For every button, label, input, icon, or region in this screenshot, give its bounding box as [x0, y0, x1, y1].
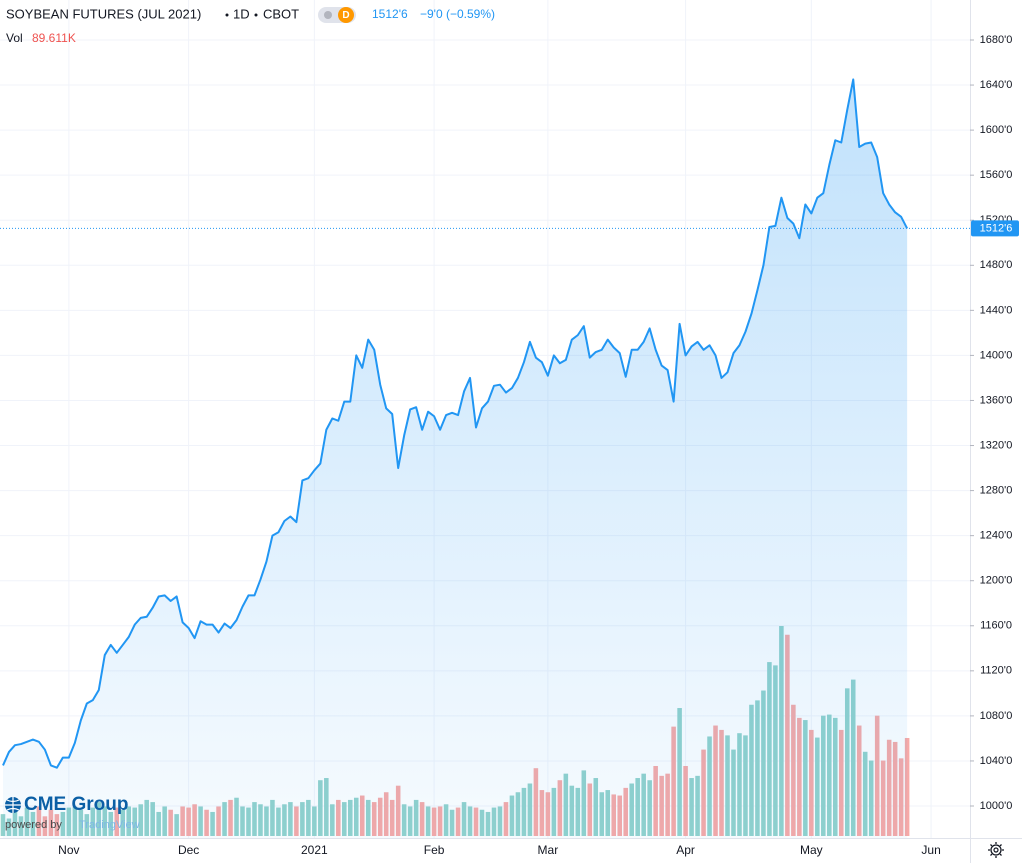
last-price: 1512'6 [372, 7, 408, 21]
last-price-tag-label: 1512'6 [980, 222, 1013, 234]
x-tick-label: May [800, 843, 823, 857]
status-dot [324, 11, 332, 19]
x-tick-label: Mar [538, 843, 559, 857]
x-tick-label: Feb [424, 843, 445, 857]
x-tick-label: Jun [921, 843, 940, 857]
y-tick-label: 1640'0 [980, 79, 1013, 91]
y-tick-label: 1280'0 [980, 484, 1013, 496]
interval: 1D [233, 6, 250, 21]
volume-last: 89.611K [32, 31, 76, 45]
price-line [2, 78, 909, 769]
y-tick-label: 1160'0 [980, 620, 1012, 632]
separator [225, 13, 229, 17]
y-tick-label: 1240'0 [980, 530, 1013, 542]
badge: D [342, 10, 349, 21]
y-tick-label: 1000'0 [980, 800, 1013, 812]
x-tick-label: Apr [676, 843, 695, 857]
logo-icon [5, 797, 21, 813]
chart-title: SOYBEAN FUTURES (JUL 2021) [6, 6, 201, 21]
y-tick-label: 1120'0 [980, 665, 1012, 677]
y-tick-label: 1360'0 [980, 394, 1013, 406]
y-tick-label: 1440'0 [980, 304, 1013, 316]
y-tick-label: 1400'0 [980, 349, 1013, 361]
y-tick-label: 1680'0 [980, 34, 1013, 46]
change: −9'0 [420, 7, 443, 21]
y-tick-label: 1320'0 [980, 439, 1013, 451]
price-layer [0, 78, 970, 839]
settings-button[interactable] [988, 842, 1004, 858]
x-tick-label: Nov [58, 843, 79, 857]
y-tick-label: 1200'0 [980, 575, 1013, 587]
exchange: CBOT [263, 6, 299, 21]
change-pct: (−0.59%) [446, 7, 495, 21]
separator [254, 13, 258, 17]
provider[interactable]: TradingView [79, 819, 140, 831]
x-tick-label: Dec [178, 843, 199, 857]
x-tick-label: 2021 [301, 843, 328, 857]
y-tick-label: 1080'0 [980, 710, 1013, 722]
badge-circle [338, 7, 354, 23]
price-area [2, 79, 908, 839]
volume-title: Vol [6, 31, 23, 45]
y-tick-label: 1040'0 [980, 755, 1013, 767]
y-tick-label: 1560'0 [980, 169, 1013, 181]
axis-layer: 1000'0 1040'0 1080'0 1120'0 1160'0 1200'0 1240… [58, 34, 1019, 857]
y-tick-label: 1600'0 [980, 124, 1013, 136]
logo: CME Group [24, 794, 129, 815]
powered-by: powered by [5, 819, 62, 831]
y-tick-label: 1480'0 [980, 259, 1013, 271]
last-price-tag [971, 220, 1019, 237]
